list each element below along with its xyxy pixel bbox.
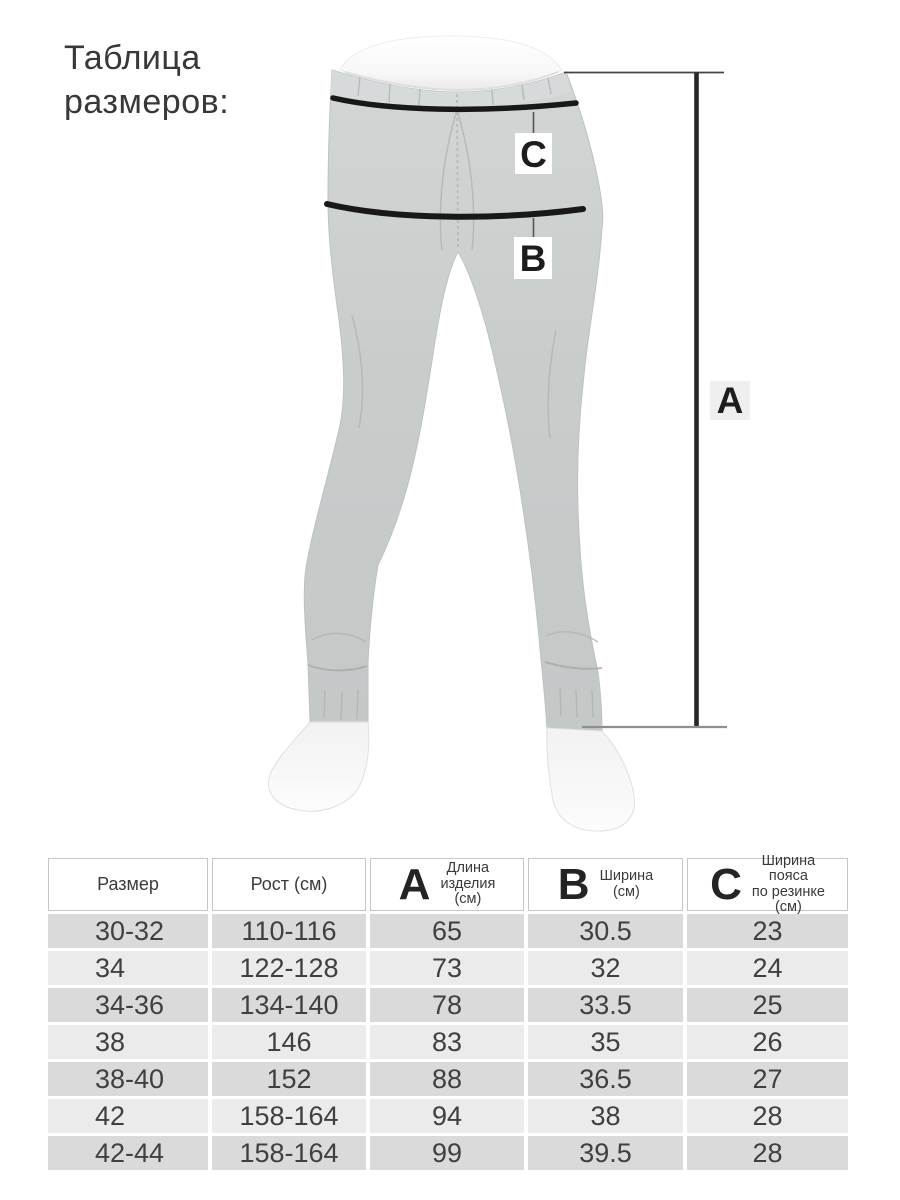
cell-length: 65: [370, 914, 524, 948]
cell-size: 38-40: [48, 1062, 208, 1096]
cell-length: 94: [370, 1099, 524, 1133]
cell-size: 42: [48, 1099, 208, 1133]
pants-measurement-figure: C B A: [268, 35, 750, 832]
cell-waist: 23: [687, 914, 848, 948]
measure-band-c: [330, 95, 579, 113]
cell-length: 83: [370, 1025, 524, 1059]
cell-width: 32: [528, 951, 683, 985]
cell-size: 34-36: [48, 988, 208, 1022]
cell-waist: 24: [687, 951, 848, 985]
marker-letter-a: A: [717, 380, 744, 421]
marker-letter-b: B: [520, 238, 547, 279]
marker-box-a: [710, 381, 750, 420]
col-header-width: B Ширина (см): [528, 858, 683, 911]
measurement-annotations: C B A: [324, 71, 750, 729]
pants-seams: [307, 75, 603, 721]
pants-waistband: [330, 70, 571, 109]
left-sock: [268, 721, 370, 812]
cell-height: 152: [212, 1062, 366, 1096]
cell-waist: 28: [687, 1136, 848, 1170]
col-header-height: Рост (см): [212, 858, 366, 911]
cell-width: 35: [528, 1025, 683, 1059]
col-label-width: Ширина (см): [599, 868, 654, 900]
cell-waist: 28: [687, 1099, 848, 1133]
shirt-hem-shadow: [344, 71, 559, 92]
cell-width: 33.5: [528, 988, 683, 1022]
col-letter-b: B: [557, 859, 590, 909]
cell-size: 34: [48, 951, 208, 985]
cell-width: 30.5: [528, 914, 683, 948]
page-title: Таблица размеров:: [64, 39, 230, 121]
cell-size: 38: [48, 1025, 208, 1059]
cell-waist: 26: [687, 1025, 848, 1059]
cell-waist: 25: [687, 988, 848, 1022]
cell-height: 158-164: [212, 1099, 366, 1133]
measure-band-b: [324, 201, 586, 220]
cell-waist: 27: [687, 1062, 848, 1096]
cell-height: 134-140: [212, 988, 366, 1022]
pants-shape: [303, 69, 604, 732]
cell-height: 110-116: [212, 914, 366, 948]
cell-width: 36.5: [528, 1062, 683, 1096]
col-header-waist: C Ширина пояса по резинке (см): [687, 853, 848, 915]
cell-size: 30-32: [48, 914, 208, 948]
col-letter-c: C: [710, 859, 742, 909]
cell-height: 122-128: [212, 951, 366, 985]
col-label-length: Длина изделия (см): [440, 860, 496, 908]
cell-height: 146: [212, 1025, 366, 1059]
marker-letter-c: C: [520, 134, 547, 175]
cell-width: 38: [528, 1099, 683, 1133]
marker-box-c: [515, 133, 552, 174]
col-header-height-label: Рост (см): [250, 874, 328, 894]
cell-width: 39.5: [528, 1136, 683, 1170]
cell-length: 88: [370, 1062, 524, 1096]
col-label-waist: Ширина пояса по резинке (см): [751, 852, 825, 915]
cell-length: 73: [370, 951, 524, 985]
marker-box-b: [514, 237, 552, 279]
cell-length: 78: [370, 988, 524, 1022]
col-header-length: A Длина изделия (см): [370, 858, 524, 911]
col-letter-a: A: [398, 859, 431, 909]
cell-height: 158-164: [212, 1136, 366, 1170]
cell-size: 42-44: [48, 1136, 208, 1170]
col-header-size: Размер: [48, 858, 208, 911]
cell-length: 99: [370, 1136, 524, 1170]
right-sock: [546, 727, 635, 832]
col-header-size-label: Размер: [97, 874, 159, 894]
size-table: Размер Рост (см) A Длина изделия (см) B …: [48, 853, 848, 1170]
